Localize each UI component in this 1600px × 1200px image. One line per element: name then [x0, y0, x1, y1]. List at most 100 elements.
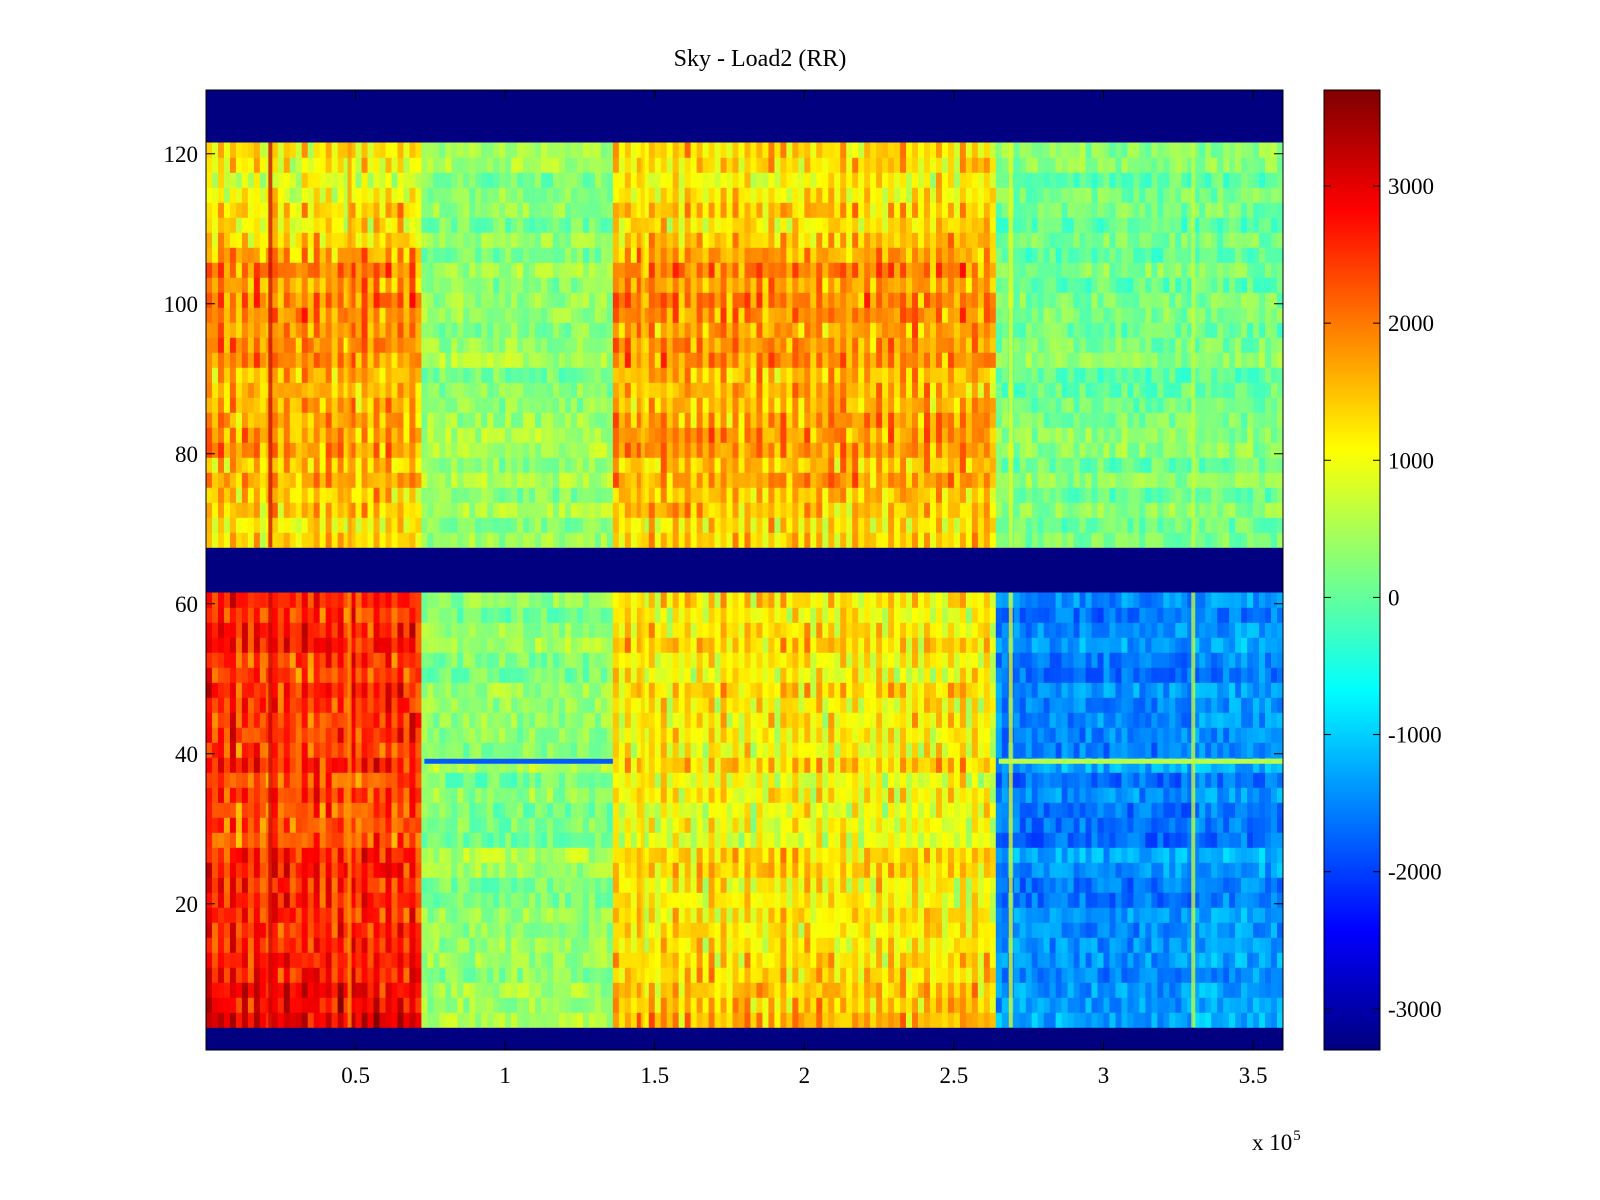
upper-band-cell [1055, 382, 1062, 398]
upper-band-cell [696, 172, 703, 188]
upper-band-cell [1235, 307, 1242, 323]
upper-band-cell [864, 322, 871, 338]
upper-band-cell [965, 172, 973, 188]
upper-band-cell [1139, 457, 1146, 473]
upper-band-cell [439, 457, 446, 473]
upper-band-cell [1253, 172, 1260, 188]
upper-band-cell [247, 352, 255, 368]
upper-band-cell [1133, 427, 1140, 443]
upper-band-cell [888, 202, 895, 218]
upper-band-cell [1265, 352, 1272, 368]
upper-band-cell [475, 322, 482, 338]
upper-band-cell [235, 397, 243, 413]
upper-band-cell [427, 157, 434, 173]
upper-band-cell [409, 427, 416, 443]
upper-band-cell [1247, 442, 1254, 458]
upper-band-cell [684, 337, 691, 353]
upper-band-cell [385, 517, 392, 533]
upper-band-cell [206, 427, 213, 443]
upper-band-cell [1085, 322, 1092, 338]
upper-band-cell [672, 457, 679, 473]
lower-band-cell [343, 1012, 350, 1028]
upper-band-cell [882, 187, 889, 203]
upper-band-cell [1271, 292, 1278, 308]
upper-band-cell [1067, 517, 1074, 533]
upper-band-cell [810, 487, 817, 503]
upper-band-cell [1067, 247, 1074, 263]
upper-band-cell [391, 322, 398, 338]
upper-band-cell [594, 247, 602, 263]
upper-band-cell [774, 352, 781, 368]
upper-band-cell [624, 217, 632, 233]
upper-band-cell [1085, 502, 1092, 518]
upper-band-cell [1097, 202, 1104, 218]
upper-band-cell [289, 457, 297, 473]
upper-band-cell [493, 472, 500, 488]
upper-band-cell [624, 412, 632, 428]
lower-band-cell [217, 1012, 225, 1028]
upper-band-cell [852, 502, 859, 518]
upper-band-cell [1169, 322, 1176, 338]
upper-band-cell [1013, 412, 1021, 428]
upper-band-cell [588, 322, 596, 338]
upper-band-cell [935, 487, 943, 503]
upper-band-cell [499, 397, 506, 413]
upper-band-cell [1091, 472, 1098, 488]
upper-band-cell [762, 157, 769, 173]
upper-band-cell [852, 517, 859, 533]
upper-band-cell [929, 382, 937, 398]
upper-band-cell [828, 352, 835, 368]
upper-band-cell [726, 172, 733, 188]
upper-band-cell [457, 532, 464, 548]
upper-band-cell [900, 472, 907, 488]
upper-band-cell [702, 292, 709, 308]
upper-band-cell [708, 172, 715, 188]
upper-band-cell [511, 157, 518, 173]
upper-band-cell [247, 442, 255, 458]
upper-band-cell [1091, 157, 1098, 173]
upper-band-cell [995, 142, 1003, 158]
upper-band-cell [1211, 487, 1218, 503]
upper-band-cell [451, 517, 458, 533]
upper-band-cell [541, 367, 548, 383]
upper-band-cell [206, 292, 213, 308]
lower-band-cell [642, 1012, 650, 1028]
upper-band-cell [876, 532, 883, 548]
upper-band-cell [271, 472, 279, 488]
upper-band-cell [726, 532, 733, 548]
upper-band-cell [738, 337, 745, 353]
upper-band-cell [1175, 232, 1182, 248]
upper-band-cell [935, 337, 943, 353]
upper-band-cell [1199, 292, 1206, 308]
upper-band-cell [684, 232, 691, 248]
upper-band-cell [1229, 502, 1236, 518]
upper-band-cell [852, 532, 859, 548]
upper-band-cell [247, 217, 255, 233]
upper-band-cell [361, 322, 368, 338]
upper-band-cell [1121, 352, 1128, 368]
upper-band-cell [241, 202, 249, 218]
upper-band-cell [768, 187, 775, 203]
upper-band-cell [331, 337, 338, 353]
upper-band-cell [1013, 517, 1021, 533]
upper-band-cell [876, 217, 883, 233]
upper-band-cell [331, 472, 338, 488]
upper-band-cell [1253, 457, 1260, 473]
upper-band-cell [846, 217, 853, 233]
upper-band-cell [1103, 292, 1110, 308]
upper-band-cell [1235, 277, 1242, 293]
upper-band-cell [642, 157, 650, 173]
upper-band-cell [259, 292, 267, 308]
upper-band-cell [624, 187, 632, 203]
upper-band-cell [247, 277, 255, 293]
upper-band-cell [612, 427, 620, 443]
upper-band-cell [1277, 247, 1284, 263]
upper-band-cell [726, 217, 733, 233]
upper-band-cell [756, 277, 763, 293]
upper-band-cell [547, 292, 554, 308]
upper-band-cell [206, 247, 213, 263]
upper-band-cell [1025, 262, 1032, 278]
upper-band-cell [241, 532, 249, 548]
upper-band-cell [834, 157, 841, 173]
upper-band-cell [1127, 232, 1134, 248]
